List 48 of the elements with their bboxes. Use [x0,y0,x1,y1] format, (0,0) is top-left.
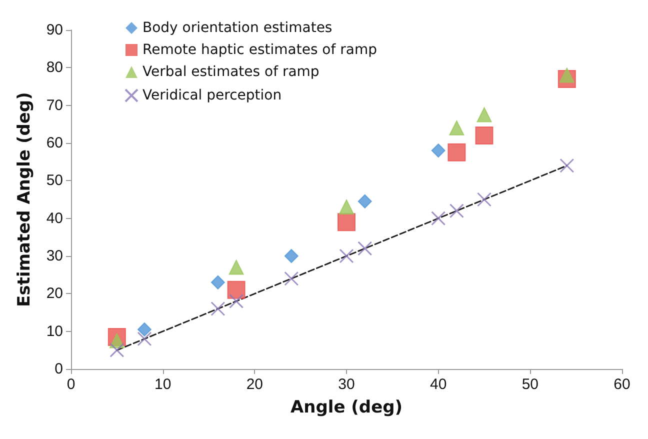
x-tick-label: 20 [246,376,264,393]
x-tick-label: 30 [338,376,355,393]
point [137,322,152,336]
y-tick-label: 10 [46,322,63,340]
point [449,204,464,218]
point [358,194,372,208]
point [559,68,574,83]
point [475,126,494,144]
x-tick-label: 40 [430,376,447,393]
y-tick-label: 50 [46,172,63,190]
y-tick-label: 80 [46,59,63,76]
point [449,120,464,136]
point [210,301,226,316]
legend-label: Verbal estimates of ramp [142,64,320,80]
y-tick-label: 70 [46,96,63,114]
x-axis-title: Angle (deg) [290,398,403,418]
y-axis-title: Estimated Angle (deg) [14,92,34,307]
x-tick-label: 0 [66,376,76,393]
point [228,260,244,275]
point [476,107,492,122]
point [284,271,299,286]
point [338,213,356,232]
point [227,280,246,299]
y-tick-label: 60 [46,134,63,152]
point [358,241,372,256]
x-tick-label: 60 [614,376,630,393]
point [137,332,152,346]
x-tick-label: 10 [154,376,172,393]
point [229,294,244,308]
point [560,158,574,173]
point [431,144,446,158]
legend-label: Remote haptic estimates of ramp [142,42,378,58]
point [448,143,466,162]
legend-label: Body orientation estimates [142,20,332,36]
y-tick-label: 40 [46,210,63,227]
point [431,211,446,226]
point [284,249,298,263]
point [339,248,354,264]
point [210,275,225,290]
y-tick-label: 20 [46,285,63,302]
point [339,200,354,215]
y-tick-label: 30 [46,248,63,264]
point [477,192,492,207]
y-tick-label: 0 [54,360,63,378]
point [110,342,124,358]
x-tick-label: 50 [522,376,539,393]
y-tick-label: 90 [46,22,63,38]
legend-label: Veridical perception [142,88,282,104]
